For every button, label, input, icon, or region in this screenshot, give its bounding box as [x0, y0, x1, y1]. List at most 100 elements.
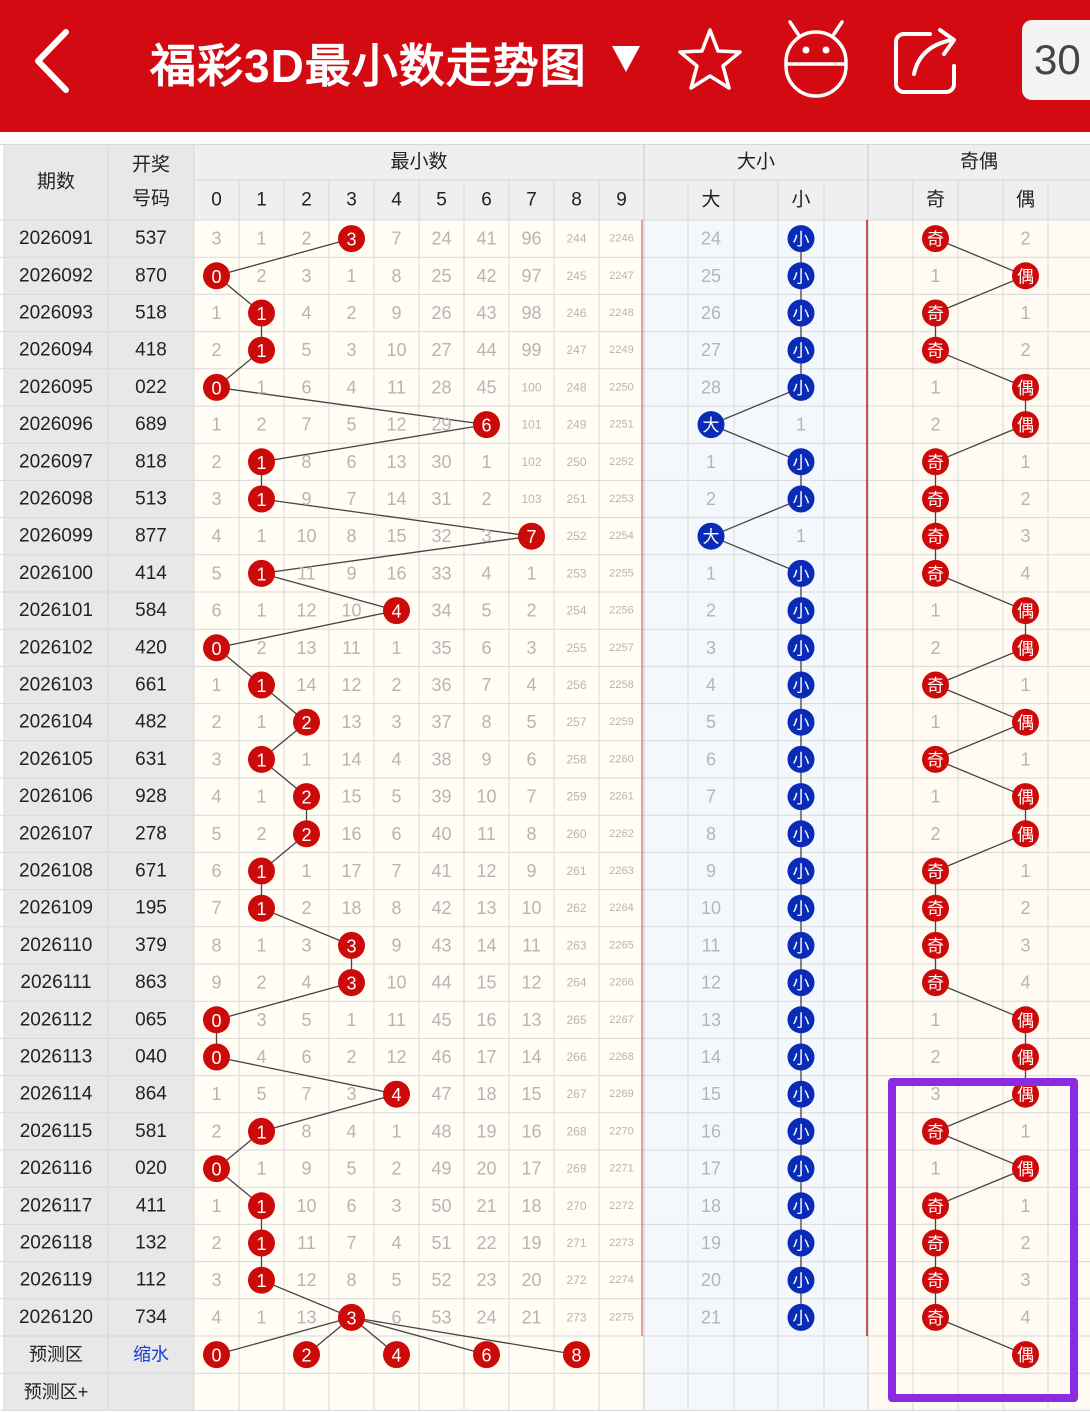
size-miss-cell: 2: [706, 489, 716, 509]
table-row: 2026097 818 2 8 6 13 30 1 102 250 2252 1 1: [19, 451, 1030, 472]
miss-count-cell: 272: [566, 1273, 586, 1287]
parity-miss-cell: 1: [1020, 1121, 1030, 1141]
size-miss-cell: 20: [701, 1270, 721, 1290]
count-selector-button[interactable]: 30: [1022, 20, 1090, 100]
draw-number-cell: 734: [135, 1307, 167, 1328]
period-cell: 2026099: [19, 526, 93, 547]
table-row: 2026100 414 5 11 9 16 33 4 1 253 2255 1 4: [19, 563, 1030, 584]
min-digit-ball: 3: [338, 969, 365, 997]
draw-number-cell: 411: [136, 1195, 166, 1216]
miss-count-cell: 1: [256, 229, 266, 249]
back-arrow-icon[interactable]: [30, 26, 74, 96]
miss-count-cell: 14: [341, 749, 361, 769]
miss-count-cell: 13: [296, 638, 316, 658]
miss-count-cell: 1: [301, 749, 311, 769]
min-digit-ball: 1: [248, 671, 275, 699]
miss-count-cell: 4: [391, 1233, 401, 1253]
shrink-link[interactable]: 缩水: [133, 1345, 169, 1365]
miss-count-cell: 100: [521, 380, 541, 394]
predict-parity-ball: 偶: [1012, 1341, 1039, 1369]
miss-count-cell: 24: [476, 1307, 496, 1327]
svg-text:小: 小: [793, 714, 810, 733]
miss-count-cell: 49: [431, 1159, 451, 1179]
miss-count-cell: 4: [481, 563, 491, 583]
star-icon[interactable]: [676, 26, 744, 94]
parity-trend-segment: [935, 1093, 1026, 1133]
miss-count-cell: 1: [211, 1084, 221, 1104]
miss-count-cell: 1: [526, 563, 536, 583]
miss-count-cell: 5: [481, 601, 491, 621]
miss-count-cell: 17: [521, 1159, 541, 1179]
miss-count-cell: 12: [296, 601, 316, 621]
miss-count-cell: 39: [431, 787, 451, 807]
period-cell: 2026098: [19, 489, 93, 510]
min-digit-ball: 1: [248, 336, 275, 364]
parity-ball-odd: 奇: [922, 1266, 949, 1294]
period-cell: 2026096: [19, 414, 93, 435]
header-digit-8: 8: [571, 190, 582, 211]
header-digit-6: 6: [481, 190, 492, 211]
robot-icon[interactable]: [780, 18, 852, 102]
miss-count-cell: 8: [346, 526, 356, 546]
miss-count-cell: 10: [386, 973, 406, 993]
svg-text:奇: 奇: [927, 1309, 944, 1328]
draw-number-cell: 689: [135, 414, 167, 435]
miss-count-cell: 6: [526, 749, 536, 769]
header-bg: [194, 144, 1090, 220]
miss-count-cell: 260: [566, 827, 586, 841]
svg-text:奇: 奇: [927, 230, 944, 249]
parity-ball-odd: 奇: [922, 1303, 949, 1331]
miss-count-cell: 2: [301, 898, 311, 918]
table-row: 2026106 928 4 1 15 5 39 10 7 259 2261 7 1: [19, 786, 940, 807]
size-miss-cell: 1: [706, 452, 716, 472]
period-cell: 2026115: [20, 1121, 93, 1142]
svg-text:7: 7: [526, 527, 536, 547]
svg-text:小: 小: [793, 677, 810, 696]
svg-text:小: 小: [793, 1197, 810, 1216]
svg-text:3: 3: [346, 1308, 356, 1328]
miss-count-cell: 247: [566, 343, 586, 357]
miss-count-cell: 11: [297, 1233, 316, 1253]
miss-count-cell: 8: [301, 1121, 311, 1141]
min-digit-ball: 1: [248, 745, 275, 773]
miss-count-cell: 2252: [609, 456, 633, 468]
miss-count-cell: 18: [341, 898, 361, 918]
parity-ball-odd: 奇: [922, 671, 949, 699]
miss-count-cell: 7: [481, 675, 491, 695]
parity-trend-segment: [935, 349, 1026, 389]
table-row: 2026105 631 3 1 14 4 38 9 6 258 2260 6 1: [19, 749, 1030, 770]
svg-text:奇: 奇: [927, 305, 944, 324]
miss-count-cell: 246: [566, 306, 586, 320]
share-icon[interactable]: [890, 24, 968, 96]
miss-count-cell: 18: [521, 1196, 541, 1216]
min-digit-ball: 0: [203, 262, 230, 290]
svg-text:3: 3: [346, 974, 356, 994]
miss-count-cell: 265: [566, 1013, 586, 1027]
draw-number-cell: 420: [135, 637, 167, 658]
miss-count-cell: 2260: [609, 753, 633, 765]
period-cell: 2026118: [20, 1233, 93, 1254]
min-trend-segment: [216, 237, 352, 277]
triangle-down-icon[interactable]: [610, 40, 642, 76]
miss-count-cell: 3: [301, 935, 311, 955]
table-row: 2026116 020 1 9 5 2 49 20 17 269 2271 17 1: [20, 1158, 941, 1179]
miss-count-cell: 13: [386, 452, 406, 472]
parity-miss-cell: 1: [1020, 1196, 1030, 1216]
miss-count-cell: 3: [391, 712, 401, 732]
miss-count-cell: 7: [391, 229, 401, 249]
miss-count-cell: 41: [431, 861, 451, 881]
miss-count-cell: 36: [431, 675, 451, 695]
predict-trend-segment: [351, 1316, 577, 1356]
miss-count-cell: 12: [386, 1047, 406, 1067]
svg-text:小: 小: [793, 602, 810, 621]
parity-ball-odd: 奇: [922, 299, 949, 327]
period-cell: 2026103: [19, 675, 93, 696]
size-miss-cell: 17: [701, 1159, 721, 1179]
miss-count-cell: 1: [256, 712, 266, 732]
header-draw-line2: 号码: [132, 189, 170, 210]
min-digit-ball: 0: [203, 634, 230, 662]
miss-count-cell: 12: [386, 415, 406, 435]
miss-count-cell: 251: [566, 492, 586, 506]
draw-number-cell: 418: [135, 340, 167, 361]
miss-count-cell: 1: [346, 1010, 356, 1030]
